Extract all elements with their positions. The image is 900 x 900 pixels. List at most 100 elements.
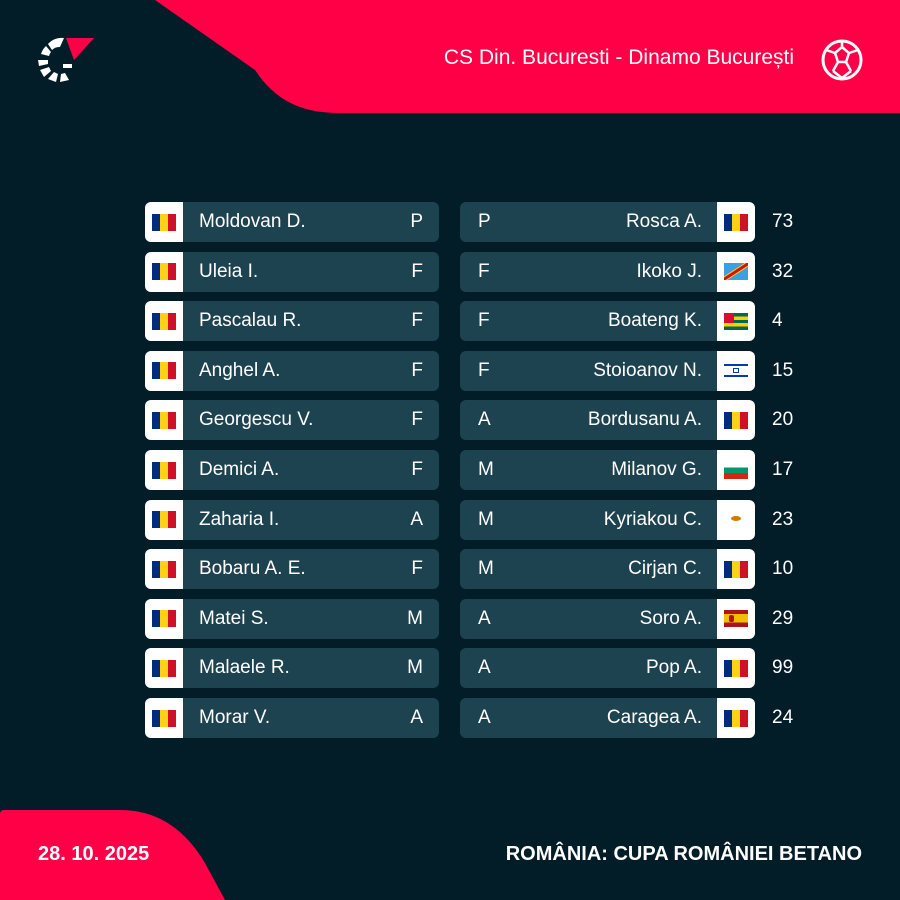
player-name: Anghel A. [199,359,281,381]
player-name: Malaele R. [199,657,290,679]
flag-box [145,598,183,639]
player-name: Ikoko J. [636,260,702,282]
romania-flag-icon [724,411,748,429]
player-number: 17 [772,459,794,480]
player-name: Georgescu V. [199,409,314,431]
away-player[interactable]: M Kyriakou C. [460,499,755,540]
romania-flag-icon [152,411,176,429]
romania-flag-icon [152,461,176,479]
home-player[interactable]: Zaharia I. A [145,499,439,540]
player-position: F [411,310,423,332]
away-player[interactable]: P Rosca A. [460,202,755,242]
cyprus-flag-icon [724,511,748,529]
flag-box [717,698,755,738]
player-number: 10 [772,558,794,580]
dr-congo-flag-icon [724,263,748,281]
player-position: A [410,707,423,728]
player-position: F [411,459,423,480]
player-name: Moldovan D. [199,211,306,232]
player-number: 29 [772,607,794,629]
player-position: F [411,260,423,282]
away-player[interactable]: M Milanov G. [460,450,755,490]
home-player[interactable]: Bobaru A. E. F [145,549,439,590]
player-number: 32 [772,260,794,282]
home-player[interactable]: Uleia I. F [145,251,439,292]
away-player[interactable]: A Bordusanu A. [460,400,755,441]
flag-box [717,450,755,490]
flag-box [145,698,183,738]
player-name: Matei S. [199,607,269,629]
away-player[interactable]: F Stoioanov N. [460,350,755,391]
away-player[interactable]: M Cirjan C. [460,549,755,590]
away-player[interactable]: A Soro A. [460,598,755,639]
home-player[interactable]: Demici A. F [145,450,439,490]
player-name: Bordusanu A. [587,409,702,431]
player-name: Boateng K. [607,310,702,332]
home-player[interactable]: Anghel A. F [145,350,439,391]
romania-flag-icon [152,511,176,529]
home-player[interactable]: Malaele R. M [145,648,439,689]
player-position: A [478,409,491,431]
player-position: M [407,607,423,629]
away-player[interactable]: A Pop A. [460,648,755,689]
romania-flag-icon [152,362,176,380]
player-position: A [410,508,423,530]
home-player[interactable]: Pascalau R. F [145,301,439,342]
away-player[interactable]: A Caragea A. [460,698,755,738]
flag-box [717,598,755,639]
romania-flag-icon [724,709,748,727]
flag-box [145,350,183,391]
player-number: 23 [772,508,794,530]
home-player[interactable]: Georgescu V. F [145,400,439,441]
player-name: Demici A. [199,459,280,480]
romania-flag-icon [724,213,748,231]
player-position: F [478,260,490,282]
away-player[interactable]: F Ikoko J. [460,251,755,292]
player-name: Soro A. [639,607,702,629]
flag-box [717,648,755,689]
romania-flag-icon [152,659,176,677]
flag-box [717,549,755,590]
player-position: F [478,359,490,381]
player-position: F [478,310,490,332]
romania-flag-icon [152,213,176,231]
romania-flag-icon [152,610,176,628]
player-name: Cirjan C. [628,558,702,580]
player-number: 99 [772,657,794,679]
player-name: Kyriakou C. [603,508,702,530]
player-position: F [411,558,423,580]
romania-flag-icon [152,560,176,578]
flag-box [717,301,755,342]
togo-flag-icon [724,312,748,330]
romania-flag-icon [724,659,748,677]
home-player[interactable]: Morar V. A [145,698,439,738]
footer-banner [0,810,225,900]
romania-flag-icon [152,312,176,330]
player-number: 15 [772,359,794,381]
player-name: Milanov G. [611,459,702,480]
player-name: Zaharia I. [199,508,280,530]
flag-box [145,549,183,590]
player-position: F [411,409,423,431]
player-position: P [410,211,423,232]
header-banner [155,0,900,113]
player-name: Pascalau R. [199,310,302,332]
romania-flag-icon [152,263,176,281]
flag-box [717,350,755,391]
away-player[interactable]: F Boateng K. [460,301,755,342]
flag-box [145,301,183,342]
competition-name: ROMÂNIA: CUPA ROMÂNIEI BETANO [505,843,862,865]
player-position: A [478,657,491,679]
player-name: Bobaru A. E. [199,558,306,580]
romania-flag-icon [724,560,748,578]
player-number: 20 [772,409,794,431]
flag-box [145,499,183,540]
flag-box [717,499,755,540]
flag-box [145,202,183,242]
flag-box [145,400,183,441]
home-player[interactable]: Moldovan D. P [145,202,439,242]
home-player[interactable]: Matei S. M [145,598,439,639]
flag-box [145,251,183,292]
match-date: 28. 10. 2025 [38,843,150,865]
player-name: Uleia I. [199,260,259,282]
